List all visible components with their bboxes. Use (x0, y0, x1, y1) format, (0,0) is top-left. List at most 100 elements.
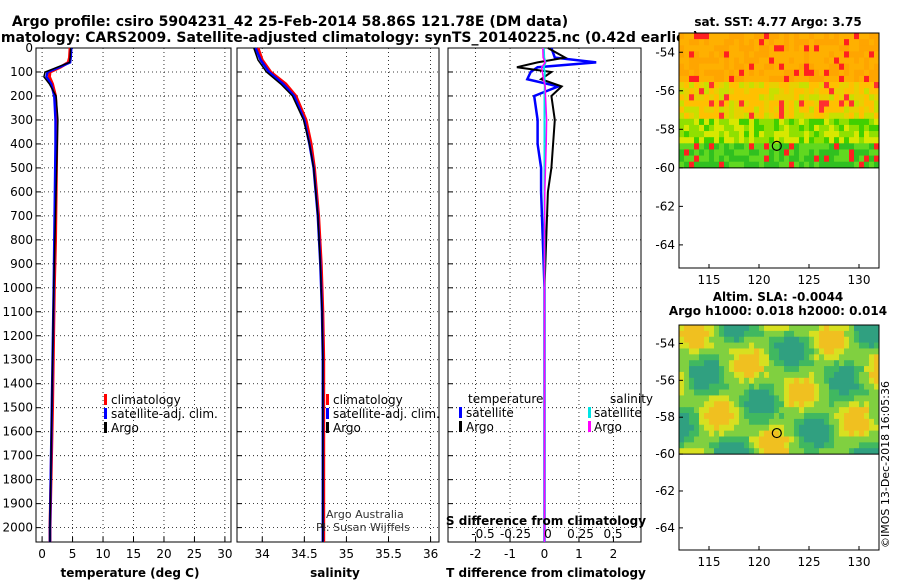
p-sst-cell (799, 100, 805, 107)
p-sst-cell (844, 131, 850, 138)
p-sla-cell (819, 371, 825, 379)
p-sst-cell (734, 63, 740, 71)
p-sst-cell (789, 106, 795, 114)
p-sla-cell (849, 325, 855, 332)
p-sst-cell (774, 33, 780, 40)
p-sla-cell (739, 383, 745, 390)
p-sla-cell (719, 430, 725, 437)
p-sst-cell (804, 69, 810, 77)
p-sla-cell (699, 383, 705, 390)
p-sla-cell (709, 418, 715, 426)
p-sla-cell (874, 407, 880, 414)
p-sst-cell (754, 149, 760, 156)
p-sla-cell (824, 330, 830, 338)
p-sst-cell (774, 112, 780, 120)
p-sla-cell (689, 325, 695, 332)
p-sst-cell (704, 143, 710, 150)
p-sla-cell (684, 342, 690, 349)
p-sla-cell (709, 366, 715, 373)
p-sst-cell (779, 69, 785, 77)
difference-legend-sal-swatch (588, 421, 591, 432)
p-sst-cell (824, 149, 830, 156)
p-sst-cell (804, 82, 810, 89)
p-sla-cell (699, 430, 705, 437)
p-sst-cell (764, 63, 770, 71)
p-sla-cell (874, 342, 880, 349)
p-sst-cell (724, 63, 730, 71)
p-sla-cell (769, 354, 775, 361)
p-sst-cell (799, 149, 805, 156)
p-sla-cell (744, 348, 750, 355)
p-sla-cell (834, 377, 840, 385)
p-sst-cell (824, 88, 830, 95)
p-sla-cell (849, 430, 855, 437)
p-sla-cell (819, 448, 825, 455)
p-sst-cell (794, 33, 800, 40)
p-sst-cell (699, 161, 705, 169)
p-sst-cell (744, 75, 750, 83)
p-sst-cell (834, 112, 840, 120)
p-sst-cell (779, 33, 785, 40)
p-sla-cell (804, 383, 810, 390)
p-sla-cell (844, 371, 850, 379)
p-sla-cell (719, 330, 725, 338)
p-sla-cell (844, 342, 850, 349)
p-sst-cell (694, 82, 700, 89)
p-sst-cell (739, 82, 745, 89)
p-sst-cell (829, 75, 835, 83)
p-sst-cell (694, 124, 700, 132)
p-sst-cell (684, 57, 690, 65)
p-sst-cell (779, 155, 785, 163)
p-sla-cell (804, 330, 810, 338)
p-sst-cell (854, 161, 860, 169)
p-sst-cell (689, 57, 695, 65)
p-sla-xtick-label: 115 (698, 555, 721, 569)
p-sla-cell (699, 354, 705, 361)
p-sst-cell (784, 143, 790, 150)
p-sst-cell (844, 57, 850, 65)
p-sla-cell (864, 330, 870, 338)
p-sla-cell (794, 348, 800, 355)
p-sst-cell (739, 45, 745, 52)
p-sst-cell (734, 118, 740, 126)
p-sst-cell (749, 94, 755, 101)
p-sla-cell (759, 336, 765, 344)
p-sla-cell (719, 371, 725, 379)
p-sst-cell (869, 57, 875, 65)
p-sst-cell (704, 131, 710, 138)
p-sla-cell (729, 336, 735, 344)
p-sla-cell (714, 407, 720, 414)
p-sst-cell (709, 137, 715, 144)
p-sst-cell (764, 131, 770, 138)
p-sst-cell (829, 57, 835, 65)
p-sst-cell (699, 69, 705, 77)
p-sst-cell (729, 75, 735, 83)
p-sst-cell (739, 161, 745, 169)
p-sla-cell (874, 424, 880, 432)
p-sst-cell (849, 94, 855, 101)
p-sla-cell (824, 389, 830, 396)
p-sst-cell (694, 112, 700, 120)
p-temp-xtick-label: 5 (69, 547, 77, 561)
p-sla-cell (849, 330, 855, 338)
p-sla-cell (734, 389, 740, 396)
p-sla-cell (854, 430, 860, 437)
p-sla-cell (754, 366, 760, 373)
p-sla-cell (724, 436, 730, 443)
p-sla-ytick-label: -62 (655, 484, 675, 498)
p-sla-cell (769, 401, 775, 408)
p-sla-cell (699, 418, 705, 426)
p-sst-cell (814, 51, 820, 58)
p-temp-ytick-label: 100 (10, 65, 33, 79)
p-sst-cell (844, 75, 850, 83)
p-sla-cell (694, 395, 700, 402)
p-sla-cell (764, 366, 770, 373)
p-sst-cell (849, 88, 855, 95)
p-sla-cell (834, 336, 840, 344)
p-sla-cell (794, 424, 800, 432)
p-sla-cell (714, 366, 720, 373)
difference-xlabel-top: S difference from climatology (446, 514, 646, 528)
p-sst-cell (699, 57, 705, 65)
p-sla-cell (699, 330, 705, 338)
p-sst-cell (759, 88, 765, 95)
